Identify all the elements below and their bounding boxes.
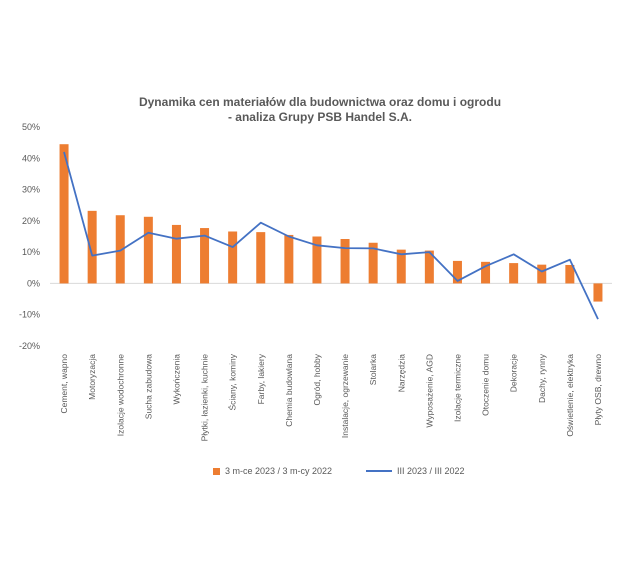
x-tick-label: Wyposażenie, AGD	[424, 354, 434, 428]
legend-item-line: III 2023 / III 2022	[366, 466, 465, 476]
legend-line-swatch	[366, 470, 392, 472]
y-tick-label: 30%	[22, 185, 40, 195]
x-tick-label: Sucha zabudowa	[143, 354, 153, 419]
bar	[115, 215, 125, 284]
x-tick-label: Izolacje termiczne	[452, 354, 462, 422]
bar	[424, 250, 434, 284]
legend-bar-swatch	[213, 467, 220, 475]
x-tick-label: Płytki, łazienki, kuchnie	[200, 354, 210, 442]
legend-label-bars: 3 m-ce 2023 / 3 m-cy 2022	[225, 466, 333, 476]
bar	[509, 263, 519, 284]
bar	[452, 260, 462, 284]
x-tick-label: Farby, lakiery	[256, 353, 266, 404]
bar	[87, 210, 97, 284]
line-series	[63, 151, 599, 320]
bar	[59, 144, 69, 284]
legend-item-bars: 3 m-ce 2023 / 3 m-cy 2022	[213, 466, 332, 476]
chart-title-line-1: Dynamika cen materiałów dla budownictwa …	[138, 95, 502, 109]
y-tick-label: -10%	[19, 310, 40, 320]
x-tick-label: Izolacje wodochronne	[115, 354, 125, 436]
bar	[284, 234, 294, 284]
x-tick-label: Ściany, kominy	[227, 353, 238, 410]
x-tick-label: Narzędzia	[396, 354, 406, 393]
y-tick-label: 20%	[22, 216, 40, 226]
bar	[256, 232, 266, 284]
x-tick-label: Otoczenie domu	[481, 354, 491, 416]
x-tick-label: Dachy, rynny	[537, 353, 547, 403]
bar	[396, 249, 406, 284]
y-tick-label: 0%	[27, 278, 40, 288]
x-tick-label: Wykończenia	[171, 354, 181, 405]
x-tick-label: Płyty OSB, drewno	[593, 354, 603, 426]
y-tick-label: 10%	[22, 247, 40, 257]
y-tick-label: 50%	[22, 122, 40, 132]
x-tick-label: Chemia budowlana	[284, 354, 294, 427]
x-tick-label: Cement, wapno	[59, 354, 69, 414]
bar	[200, 228, 210, 284]
bar	[565, 264, 575, 284]
bar	[340, 239, 350, 284]
chart-title-line-2: - analiza Grupy PSB Handel S.A.	[227, 110, 413, 124]
x-tick-label: Motoryzacja	[87, 354, 97, 400]
legend: 3 m-ce 2023 / 3 m-cy 2022 III 2023 / III…	[0, 466, 624, 482]
x-tick-label: Dekoracje	[509, 354, 519, 393]
x-tick-label: Instalacje, ogrzewanie	[340, 354, 350, 438]
bar	[368, 242, 378, 284]
x-tick-label: Oświetlenie, elektryka	[565, 354, 575, 437]
bar	[143, 216, 153, 284]
y-tick-label: -20%	[19, 341, 40, 351]
bar	[228, 231, 238, 284]
x-tick-label: Ogród, hobby	[312, 353, 322, 405]
bar	[537, 264, 547, 284]
y-tick-label: 40%	[22, 153, 40, 163]
bar	[593, 283, 603, 302]
bar	[171, 224, 181, 284]
bar	[312, 236, 322, 284]
x-tick-label: Stolarka	[368, 354, 378, 385]
chart-panel	[0, 80, 624, 495]
legend-label-line: III 2023 / III 2022	[397, 466, 465, 476]
bar	[481, 261, 491, 284]
